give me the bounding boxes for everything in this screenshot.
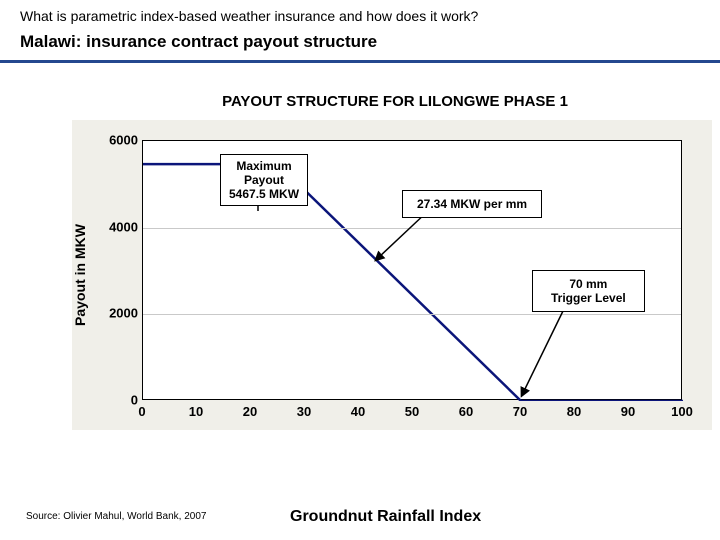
callout-text: Payout bbox=[229, 173, 299, 187]
ytick-1: 2000 bbox=[102, 306, 138, 321]
xtick-4: 40 bbox=[351, 404, 365, 419]
callout-max-payout: Maximum Payout 5467.5 MKW bbox=[220, 154, 308, 206]
y-axis-label: Payout in MKW bbox=[72, 224, 88, 326]
xtick-8: 80 bbox=[567, 404, 581, 419]
xtick-6: 60 bbox=[459, 404, 473, 419]
x-axis-label: Groundnut Rainfall Index bbox=[290, 508, 481, 526]
xtick-2: 20 bbox=[243, 404, 257, 419]
callout-text: 5467.5 MKW bbox=[229, 187, 299, 201]
callout-trigger: 70 mm Trigger Level bbox=[532, 270, 645, 312]
header-title: Malawi: insurance contract payout struct… bbox=[0, 28, 720, 60]
chart-title: PAYOUT STRUCTURE FOR LILONGWE PHASE 1 bbox=[70, 93, 720, 110]
ytick-2: 4000 bbox=[102, 220, 138, 235]
header-question: What is parametric index-based weather i… bbox=[0, 0, 720, 28]
ytick-0: 0 bbox=[102, 393, 138, 408]
callout-text: 27.34 MKW per mm bbox=[417, 197, 527, 211]
chart-area: Payout in MKW 0 2000 4000 6000 0 10 20 3… bbox=[72, 120, 712, 430]
callout-slope: 27.34 MKW per mm bbox=[402, 190, 542, 218]
ytick-3: 6000 bbox=[102, 133, 138, 148]
xtick-5: 50 bbox=[405, 404, 419, 419]
xtick-10: 100 bbox=[671, 404, 693, 419]
xtick-7: 70 bbox=[513, 404, 527, 419]
header-rule bbox=[0, 60, 720, 63]
callout-text: Trigger Level bbox=[551, 291, 626, 305]
callout-text: 70 mm bbox=[551, 277, 626, 291]
xtick-0: 0 bbox=[138, 404, 145, 419]
xtick-1: 10 bbox=[189, 404, 203, 419]
callout-text: Maximum bbox=[229, 159, 299, 173]
source-text: Source: Olivier Mahul, World Bank, 2007 bbox=[26, 511, 206, 522]
xtick-3: 30 bbox=[297, 404, 311, 419]
xtick-9: 90 bbox=[621, 404, 635, 419]
